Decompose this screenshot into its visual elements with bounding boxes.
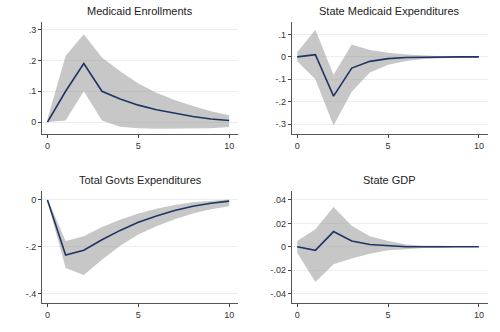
- svg-text:10: 10: [474, 310, 484, 320]
- svg-text:Total Govts Expenditures: Total Govts Expenditures: [79, 174, 202, 186]
- svg-text:.2: .2: [29, 56, 37, 66]
- svg-text:.02: .02: [273, 219, 286, 229]
- svg-text:0: 0: [295, 141, 300, 151]
- svg-text:0: 0: [45, 141, 50, 151]
- svg-text:10: 10: [224, 141, 234, 151]
- svg-text:0: 0: [31, 195, 36, 205]
- svg-text:0: 0: [31, 117, 36, 127]
- svg-text:Medicaid Enrollments: Medicaid Enrollments: [87, 5, 193, 17]
- svg-text:.1: .1: [278, 30, 286, 40]
- svg-text:.1: .1: [29, 86, 37, 96]
- svg-text:State GDP: State GDP: [363, 174, 416, 186]
- svg-text:10: 10: [474, 141, 484, 151]
- svg-text:5: 5: [386, 141, 391, 151]
- svg-text:0: 0: [45, 310, 50, 320]
- svg-text:-.1: -.1: [275, 74, 286, 84]
- svg-text:5: 5: [136, 310, 141, 320]
- svg-text:.3: .3: [29, 25, 37, 35]
- svg-text:-.02: -.02: [270, 265, 286, 275]
- svg-text:-.2: -.2: [26, 242, 37, 252]
- svg-text:State Medicaid Expenditures: State Medicaid Expenditures: [319, 5, 460, 17]
- svg-text:0: 0: [295, 310, 300, 320]
- svg-text:-.4: -.4: [26, 289, 37, 299]
- svg-text:-.2: -.2: [275, 97, 286, 107]
- svg-text:-.04: -.04: [270, 289, 286, 299]
- svg-text:10: 10: [224, 310, 234, 320]
- svg-text:5: 5: [136, 141, 141, 151]
- svg-text:.04: .04: [273, 195, 286, 205]
- svg-text:0: 0: [281, 52, 286, 62]
- svg-text:0: 0: [281, 242, 286, 252]
- svg-text:5: 5: [386, 310, 391, 320]
- svg-text:-.3: -.3: [275, 119, 286, 129]
